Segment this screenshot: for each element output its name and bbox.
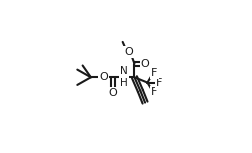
Text: F: F: [151, 68, 158, 78]
Text: N
H: N H: [120, 66, 128, 88]
Text: F: F: [156, 78, 162, 88]
Text: O: O: [141, 59, 149, 69]
Text: O: O: [109, 88, 118, 98]
Text: O: O: [100, 72, 108, 82]
Text: F: F: [151, 87, 158, 97]
Text: O: O: [124, 47, 133, 57]
